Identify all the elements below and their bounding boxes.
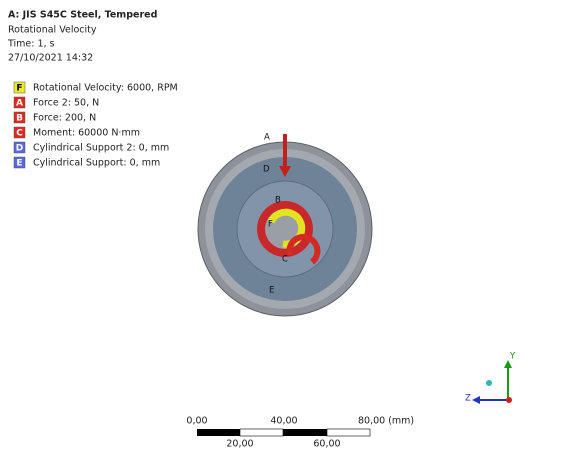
x-axis-dot <box>506 397 512 403</box>
header-line: Rotational Velocity <box>8 25 97 36</box>
scale-label: 40,00 <box>270 416 297 427</box>
legend: F Rotational Velocity: 6000, RPM A Force 2:… <box>14 82 178 169</box>
title: A: JIS S45C Steel, Tempered <box>8 10 157 21</box>
scale-label: 20,00 <box>226 439 253 449</box>
z-arrowhead <box>472 396 480 404</box>
scale-label: 60,00 <box>313 439 340 449</box>
scale-label: 0,00 <box>186 416 207 427</box>
triad-ball <box>486 380 492 386</box>
legend-letter: F <box>16 84 22 94</box>
legend-label: Cylindrical Support 2: 0, mm <box>33 143 169 154</box>
legend-label: Force 2: 50, N <box>33 98 99 109</box>
scale-segment <box>283 429 327 436</box>
model-label: D <box>263 165 270 175</box>
header-line: 27/10/2021 14:32 <box>8 53 93 64</box>
legend-letter: B <box>16 114 23 124</box>
legend-letter: C <box>16 129 23 139</box>
screen: A: JIS S45C Steel, Tempered Rotational V… <box>0 0 583 449</box>
scale-bar: 0,00 40,00 80,00 (mm) 20,00 60,00 <box>186 416 414 449</box>
model-label: A <box>264 133 270 143</box>
model: A D B F C E <box>198 133 372 317</box>
scale-segment <box>327 429 370 436</box>
scale-label: 80,00 (mm) <box>358 416 414 427</box>
model-label: E <box>269 286 274 296</box>
legend-letter: A <box>16 99 23 109</box>
legend-label: Rotational Velocity: 6000, RPM <box>33 83 178 94</box>
legend-label: Cylindrical Support: 0, mm <box>33 158 160 169</box>
legend-label: Force: 200, N <box>33 113 96 124</box>
model-label: F <box>268 220 273 230</box>
header-line: Time: 1, s <box>7 39 55 50</box>
triad-label: Y <box>509 352 516 362</box>
scale-segment <box>197 429 240 436</box>
legend-letter: E <box>16 159 22 169</box>
scale-segment <box>240 429 283 436</box>
triad-label: Z <box>465 394 471 404</box>
model-label: B <box>275 196 281 206</box>
model-label: C <box>282 255 288 265</box>
legend-label: Moment: 60000 N·mm <box>33 128 140 139</box>
legend-letter: D <box>16 144 23 154</box>
axis-triad: Y Z <box>465 352 516 405</box>
